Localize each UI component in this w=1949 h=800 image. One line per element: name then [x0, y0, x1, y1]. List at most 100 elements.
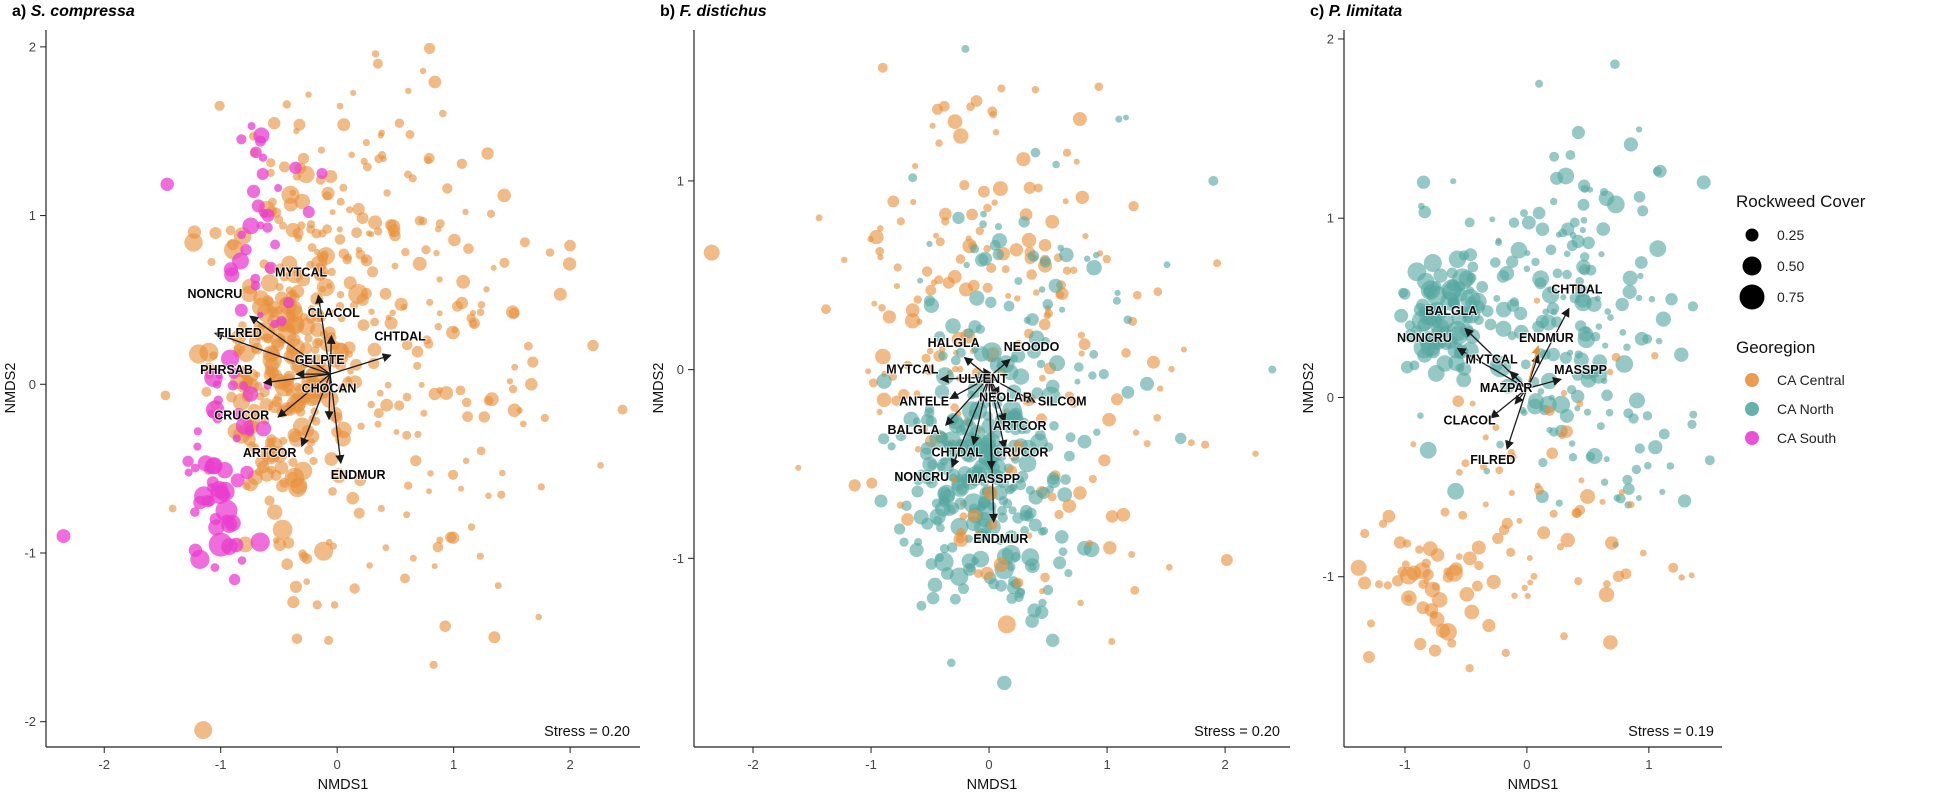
svg-text:PHRSAB: PHRSAB [200, 363, 253, 377]
svg-text:NONCRU: NONCRU [187, 287, 242, 301]
legend-georegion-label: CA South [1777, 430, 1837, 446]
svg-text:1: 1 [1645, 757, 1652, 772]
georegion-dot-icon [1745, 402, 1759, 416]
panel-c-title: c) P. limitata [1310, 3, 1402, 21]
panel-a-plot-area: -2 -1 0 1 2 -2 -1 0 1 2 MYTCAL NONCRU CLACOL FILRED CH… [24, 30, 640, 772]
legend-size-items: 0.25 0.50 0.75 [1736, 220, 1949, 312]
panel-b-title-species: F. distichus [679, 3, 767, 20]
panel-a-chart: -2 -1 0 1 2 -2 -1 0 1 2 MYTCAL NONCRU CLACOL FILRED CH… [3, 30, 640, 793]
svg-text:ARTCOR: ARTCOR [993, 419, 1046, 433]
size-circle-icon [1739, 284, 1765, 310]
panel-b-xaxis-label: NMDS1 [967, 777, 1018, 793]
svg-text:1: 1 [1327, 211, 1334, 226]
georegion-dot-icon [1745, 431, 1759, 445]
svg-text:BALGLA: BALGLA [1425, 304, 1477, 318]
panel-a-stress-label: Stress = 0.20 [544, 724, 630, 740]
svg-text:CHTDAL: CHTDAL [1551, 282, 1603, 296]
legend-size-label: 0.50 [1777, 258, 1805, 274]
svg-text:0: 0 [677, 362, 684, 377]
legend-size-label: 0.25 [1777, 227, 1805, 243]
panel-b-stress-label: Stress = 0.20 [1194, 724, 1280, 740]
svg-text:MASSPP: MASSPP [967, 472, 1020, 486]
panel-b-yaxis-label: NMDS2 [651, 363, 667, 414]
size-circle-icon [1742, 256, 1762, 276]
legend-georegion-items: CA Central CA North CA South [1736, 366, 1949, 452]
svg-text:CHOCAN: CHOCAN [302, 382, 357, 396]
legend-size-title: Rockweed Cover [1736, 192, 1866, 211]
svg-text:NEOLAR: NEOLAR [979, 391, 1032, 405]
species-vectors: MYTCAL NONCRU CLACOL FILRED CHTDAL GELPTE PHRS… [186, 264, 427, 482]
svg-text:MYTCAL: MYTCAL [886, 362, 938, 376]
svg-text:MYTCAL: MYTCAL [1466, 352, 1518, 366]
panel-a-title-prefix: a) [12, 3, 27, 20]
svg-text:-2: -2 [24, 714, 36, 729]
svg-text:HALGLA: HALGLA [928, 336, 980, 350]
svg-text:0: 0 [29, 377, 36, 392]
svg-text:0: 0 [985, 757, 992, 772]
legend-size-item: 0.75 [1736, 282, 1949, 312]
svg-text:1: 1 [1103, 757, 1110, 772]
legend-georegion-item: CA Central [1736, 366, 1949, 394]
panel-b-title-prefix: b) [660, 3, 676, 20]
svg-text:MYTCAL: MYTCAL [275, 265, 327, 279]
panel-c-stress-label: Stress = 0.19 [1628, 724, 1714, 740]
svg-text:NEOODO: NEOODO [1004, 340, 1060, 354]
legend-georegion-item: CA South [1736, 424, 1949, 452]
size-circle-icon [1745, 228, 1759, 242]
svg-text:MASSPP: MASSPP [1554, 363, 1607, 377]
svg-text:-1: -1 [24, 545, 36, 560]
panel-a-xaxis-label: NMDS1 [318, 777, 369, 793]
svg-text:-1: -1 [672, 551, 684, 566]
georegion-dot-icon [1745, 373, 1759, 387]
svg-text:-1: -1 [1322, 569, 1334, 584]
svg-text:ARTCOR: ARTCOR [243, 446, 296, 460]
svg-text:1: 1 [29, 208, 36, 223]
svg-text:CLACOL: CLACOL [308, 306, 360, 320]
svg-text:CHTDAL: CHTDAL [931, 445, 983, 459]
svg-text:SILCOM: SILCOM [1038, 394, 1087, 408]
panel-a: a) S. compressa -2 -1 0 1 2 -2 -1 0 1 2 MYTCAL NONC… [0, 0, 648, 800]
legend-georegion-title: Georegion [1736, 338, 1816, 357]
legend-georegion-item: CA North [1736, 395, 1949, 423]
scatter-points [56, 42, 628, 740]
legend-panel: Rockweed Cover 0.25 0.50 0.75 Georegion CA… [1730, 0, 1949, 800]
panel-a-yaxis-label: NMDS2 [3, 363, 19, 414]
axes: -2 -1 0 1 2 -1 0 1 [672, 30, 1290, 772]
panel-c-title-species: P. limitata [1328, 3, 1403, 20]
svg-text:0: 0 [1523, 757, 1530, 772]
legend-georegion-block: Georegion CA Central CA North CA South [1736, 338, 1949, 452]
svg-text:2: 2 [567, 757, 574, 772]
svg-text:MAZPAR: MAZPAR [1480, 381, 1533, 395]
panel-b: b) F. distichus -2 -1 0 1 2 -1 0 1 HALGLA NEOODO M… [648, 0, 1298, 800]
svg-text:1: 1 [450, 757, 457, 772]
svg-text:ULVENT: ULVENT [959, 372, 1008, 386]
svg-text:0: 0 [334, 757, 341, 772]
species-vectors: HALGLA NEOODO MYTCAL ULVENT NEOLAR SILCOM ANTE… [885, 335, 1087, 547]
panel-b-title: b) F. distichus [660, 3, 767, 21]
scatter-points [703, 44, 1277, 691]
svg-text:CLACOL: CLACOL [1444, 413, 1496, 427]
panel-c: c) P. limitata -1 0 1 -1 0 1 2 CHTDAL BALGLA NONC… [1298, 0, 1730, 800]
svg-text:ENDMUR: ENDMUR [331, 468, 386, 482]
svg-text:CHTDAL: CHTDAL [374, 329, 426, 343]
scatter-points [1350, 59, 1715, 673]
svg-text:ENDMUR: ENDMUR [973, 532, 1028, 546]
panel-c-title-prefix: c) [1310, 3, 1325, 20]
svg-text:-1: -1 [215, 757, 227, 772]
svg-text:NONCRU: NONCRU [1397, 331, 1452, 345]
svg-text:FILRED: FILRED [217, 326, 262, 340]
svg-text:2: 2 [1221, 757, 1228, 772]
legend-size-item: 0.50 [1736, 251, 1949, 281]
svg-text:GELPTE: GELPTE [295, 353, 345, 367]
svg-text:ENDMUR: ENDMUR [1519, 331, 1574, 345]
svg-text:-1: -1 [865, 757, 877, 772]
axes: -2 -1 0 1 2 -2 -1 0 1 2 [24, 30, 640, 772]
svg-text:BALGLA: BALGLA [887, 423, 939, 437]
svg-text:CRUCOR: CRUCOR [993, 445, 1048, 459]
svg-text:-2: -2 [747, 757, 759, 772]
legend-georegion-label: CA North [1777, 401, 1834, 417]
